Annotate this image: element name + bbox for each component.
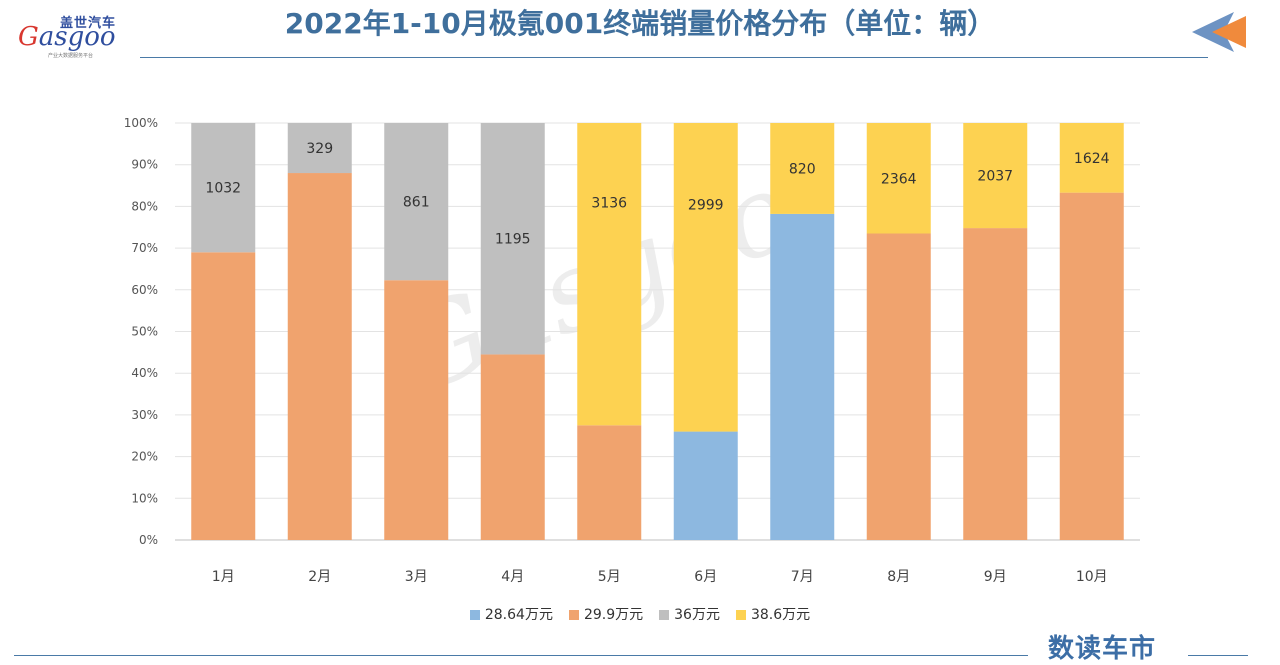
x-tick-label: 4月 xyxy=(501,569,524,585)
chart-legend: 28.64万元 29.9万元 36万元 38.6万元 xyxy=(0,604,1280,624)
bar-segment xyxy=(1059,192,1124,540)
logo-tagline: 产业大数据服务平台 xyxy=(48,53,94,59)
x-tick-label: 2月 xyxy=(308,569,331,585)
legend-item: 36万元 xyxy=(659,604,720,624)
y-tick-label: 70% xyxy=(131,241,158,255)
legend-label: 28.64万元 xyxy=(484,607,553,623)
header: 盖世汽车 Gasgoo 产业大数据服务平台 2022年1-10月极氪001终端销… xyxy=(0,0,1280,60)
y-tick-label: 30% xyxy=(131,408,158,422)
footer-divider-left xyxy=(14,655,1028,656)
data-label: 2037 xyxy=(977,169,1013,185)
y-tick-label: 20% xyxy=(131,450,158,464)
y-tick-label: 40% xyxy=(131,366,158,380)
x-tick-label: 6月 xyxy=(694,569,717,585)
bar-segment xyxy=(673,123,738,432)
y-tick-label: 90% xyxy=(131,158,158,172)
data-label: 1624 xyxy=(1074,151,1110,167)
bar-segment xyxy=(1059,123,1124,193)
bar-segment xyxy=(191,123,256,253)
y-tick-label: 100% xyxy=(124,116,158,130)
stacked-bar-chart: 0% 10% 20% 30% 40% 50% 60% 70% 80% 90% 100% 1月 2月 3月 4… xyxy=(124,116,1140,585)
bar-segment xyxy=(770,123,835,214)
y-tick-label: 60% xyxy=(131,283,158,297)
x-tick-label: 8月 xyxy=(887,569,910,585)
bar-segment xyxy=(963,123,1028,229)
bar-segment xyxy=(384,280,449,540)
legend-item: 28.64万元 xyxy=(469,604,553,624)
legend-swatch xyxy=(469,610,480,620)
data-label: 2364 xyxy=(881,171,917,187)
data-label: 1195 xyxy=(495,232,531,248)
bar-segment xyxy=(191,252,256,540)
bar-segment xyxy=(287,123,352,174)
legend-item: 38.6万元 xyxy=(735,604,811,624)
bar-segment xyxy=(480,354,545,540)
bar-segment xyxy=(866,123,931,234)
x-tick-label: 5月 xyxy=(598,569,621,585)
bar-segment xyxy=(577,123,642,426)
data-label: 3136 xyxy=(591,196,627,212)
legend-swatch xyxy=(568,610,579,620)
x-tick-label: 1月 xyxy=(212,569,235,585)
data-label: 820 xyxy=(789,161,816,177)
footer-brand: 数读车市 xyxy=(1048,634,1157,664)
back-arrow-icon[interactable] xyxy=(1188,8,1248,56)
data-label: 2999 xyxy=(688,197,724,213)
bar-segment xyxy=(384,123,449,281)
x-tick-label: 9月 xyxy=(984,569,1007,585)
data-label: 861 xyxy=(403,195,430,211)
legend-label: 38.6万元 xyxy=(750,607,811,623)
footer-divider-right xyxy=(1188,655,1248,656)
bar-segment xyxy=(287,173,352,541)
logo-chinese-name: 盖世汽车 xyxy=(60,16,117,31)
bar-segment xyxy=(577,425,642,540)
y-tick-label: 0% xyxy=(139,533,158,547)
legend-swatch xyxy=(735,610,746,620)
bar-segment xyxy=(963,228,1028,541)
title-divider xyxy=(140,57,1208,58)
page-title: 2022年1-10月极氪001终端销量价格分布（单位：辆） xyxy=(284,7,996,40)
bar-segment xyxy=(866,233,931,540)
y-tick-label: 80% xyxy=(131,199,158,213)
bar-segment xyxy=(480,123,545,355)
x-tick-label: 3月 xyxy=(405,569,428,585)
data-label: 329 xyxy=(306,141,333,157)
y-tick-label: 50% xyxy=(131,325,158,339)
legend-swatch xyxy=(659,610,670,620)
bar-segment xyxy=(673,431,738,540)
gasgoo-logo: 盖世汽车 Gasgoo 产业大数据服务平台 xyxy=(18,12,133,60)
x-tick-label: 7月 xyxy=(791,569,814,585)
legend-item: 29.9万元 xyxy=(568,604,644,624)
bar-segment xyxy=(770,213,835,540)
logo-english-name: Gasgoo xyxy=(18,22,116,52)
legend-label: 29.9万元 xyxy=(583,607,644,623)
x-tick-label: 10月 xyxy=(1076,569,1108,585)
y-tick-label: 10% xyxy=(131,491,158,505)
legend-label: 36万元 xyxy=(674,607,720,623)
data-label: 1032 xyxy=(205,181,241,197)
